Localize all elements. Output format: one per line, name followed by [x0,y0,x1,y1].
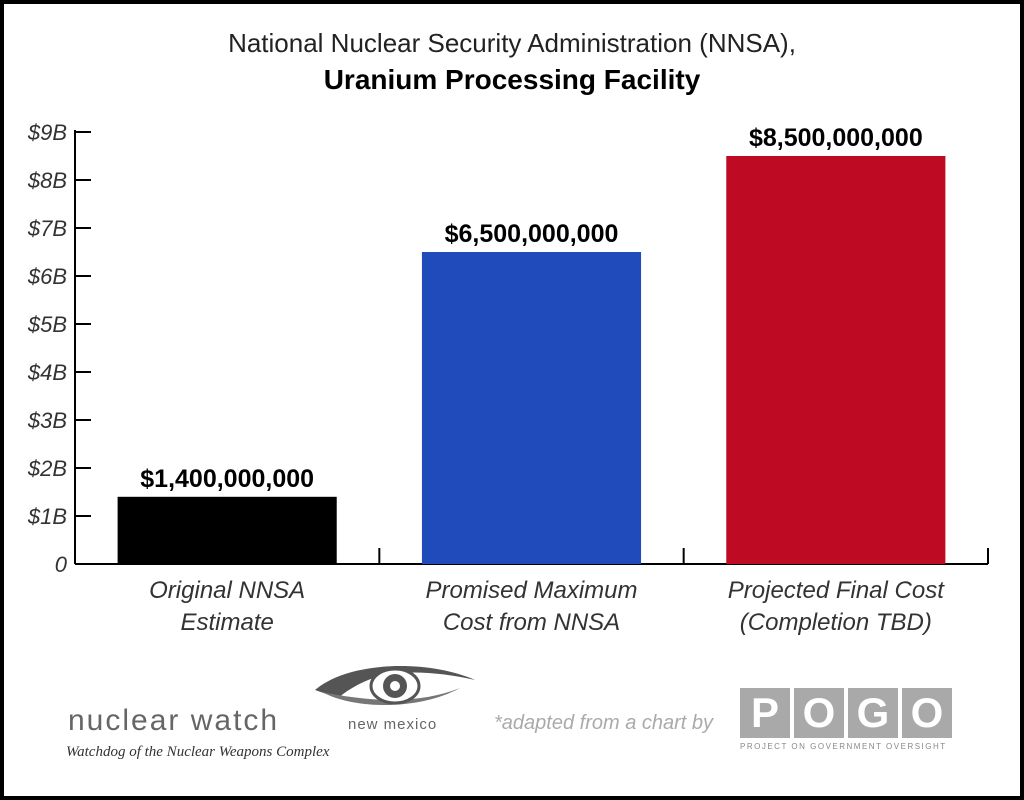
eye-icon [315,666,475,706]
pogo-letter: G [848,688,898,738]
y-tick-label: $5B [27,312,67,337]
bar [421,252,642,564]
y-tick-label: $9B [27,120,67,145]
adapted-note: *adapted from a chart by [494,712,714,734]
y-tick-label: 0 [55,552,68,577]
org-tagline: Watchdog of the Nuclear Weapons Complex [66,744,330,760]
pogo-logo: P O G O PROJECT ON GOVERNMENT OVERSIGHT [740,688,955,760]
category-label: Original NNSA [149,577,305,604]
bar [117,496,337,564]
pogo-letter: P [740,688,790,738]
category-label: (Completion TBD) [740,609,932,636]
category-label: Estimate [180,609,273,636]
y-tick-label: $7B [27,216,67,241]
y-tick-label: $4B [27,360,67,385]
nuclear-watch-logo: nuclear watch new mexico Watchdog of the… [60,658,480,768]
category-label: Projected Final Cost [728,577,945,604]
y-tick-label: $1B [27,504,67,529]
bar [726,156,946,564]
org-region: new mexico [348,716,438,733]
chart-subtitle: Uranium Processing Facility [323,64,701,95]
pogo-letter: O [794,688,844,738]
pogo-letter: O [902,688,952,738]
pogo-full-name: PROJECT ON GOVERNMENT OVERSIGHT [740,742,947,751]
org-name: nuclear watch [68,704,280,737]
category-label: Cost from NNSA [443,609,620,636]
data-label: $8,500,000,000 [749,124,923,152]
footer: nuclear watch new mexico Watchdog of the… [0,650,1024,780]
y-tick-label: $2B [27,456,67,481]
y-tick-label: $8B [27,168,67,193]
chart-title: National Nuclear Security Administration… [228,28,796,58]
data-label: $6,500,000,000 [445,220,619,248]
y-tick-label: $6B [27,264,67,289]
category-label: Promised Maximum [425,577,637,604]
bar-chart: 0 $1B $2B $3B $4B $5B $6B $7B $8B $9B $1,400,000,0… [27,120,989,636]
y-tick-label: $3B [27,408,67,433]
data-label: $1,400,000,000 [140,465,314,493]
